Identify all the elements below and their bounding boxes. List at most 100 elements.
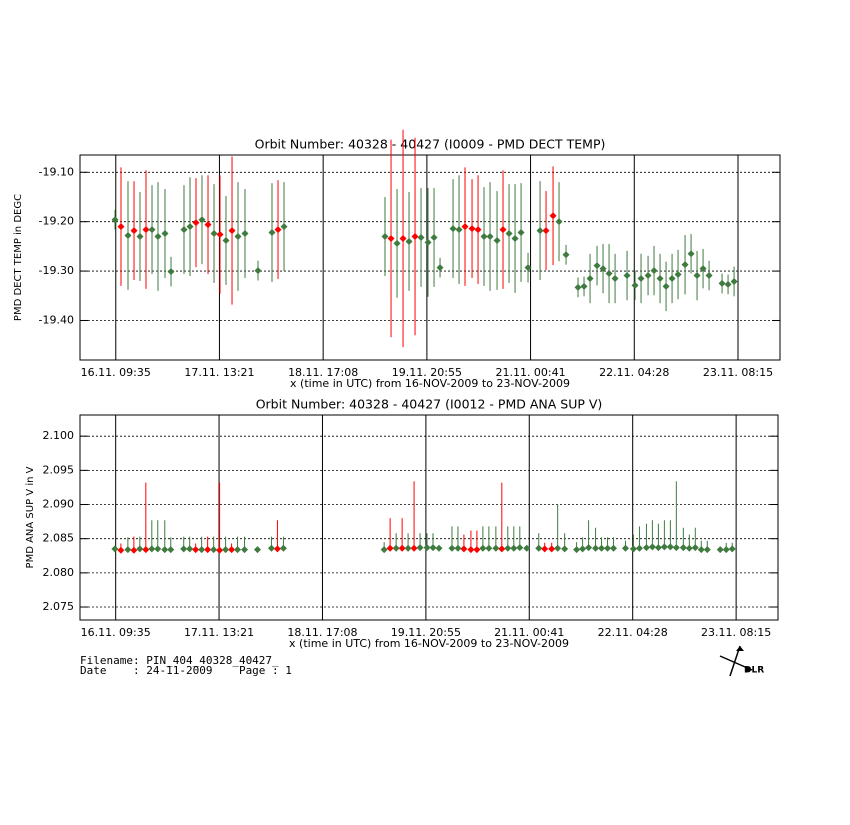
chart-title: Orbit Number: 40328 - 40427 (I0012 - PMD… — [256, 397, 603, 412]
data-point — [668, 274, 676, 282]
data-point — [672, 544, 680, 552]
data-point — [204, 221, 212, 229]
data-point — [430, 233, 438, 241]
data-point — [117, 223, 125, 231]
data-point — [381, 233, 389, 241]
y-tick-label: 2.080 — [43, 566, 75, 579]
data-point — [460, 545, 468, 553]
data-point — [666, 543, 674, 551]
data-point — [210, 546, 218, 554]
data-point — [387, 234, 395, 242]
data-point — [656, 274, 664, 282]
data-point — [192, 219, 200, 227]
data-point — [142, 226, 150, 234]
data-point — [592, 544, 600, 552]
data-point — [561, 545, 569, 553]
x-tick-label: 17.11. 13:21 — [184, 366, 254, 379]
data-point — [136, 233, 144, 241]
data-point — [523, 544, 531, 552]
data-point — [691, 544, 699, 552]
data-point — [154, 545, 162, 553]
data-point — [722, 546, 730, 554]
data-point — [580, 282, 588, 290]
data-point — [504, 544, 512, 552]
data-point — [167, 546, 175, 554]
data-point — [586, 274, 594, 282]
data-point — [111, 545, 119, 553]
data-point — [730, 277, 738, 285]
data-point — [398, 544, 406, 552]
y-tick-label: 2.095 — [43, 463, 75, 476]
data-point — [705, 272, 713, 280]
data-point — [461, 223, 469, 231]
data-point — [161, 230, 169, 238]
data-point — [648, 543, 656, 551]
data-point — [637, 274, 645, 282]
data-point — [148, 545, 156, 553]
data-point — [124, 546, 132, 554]
data-point — [192, 546, 200, 554]
data-point — [728, 545, 736, 553]
data-point — [687, 250, 695, 258]
x-tick-label: 16.11. 09:35 — [81, 366, 151, 379]
plot-frame — [79, 154, 781, 361]
data-point — [579, 545, 587, 553]
data-point — [380, 546, 388, 554]
data-point — [267, 544, 275, 552]
data-point — [411, 233, 419, 241]
data-point — [585, 544, 593, 552]
x-axis-label: x (time in UTC) from 16-NOV-2009 to 23-N… — [290, 377, 570, 390]
data-point — [130, 227, 138, 235]
data-point — [524, 264, 532, 272]
data-point — [216, 546, 224, 554]
data-point — [241, 230, 249, 238]
data-point — [423, 544, 431, 552]
data-point — [274, 226, 282, 234]
data-point — [679, 544, 687, 552]
data-point — [644, 272, 652, 280]
x-tick-label: 18.11. 17:08 — [287, 626, 357, 639]
chart-panel: Orbit Number: 40328 - 40427 (I0012 - PMD… — [25, 397, 779, 650]
data-point — [510, 544, 518, 552]
chart-title: Orbit Number: 40328 - 40427 (I0009 - PMD… — [255, 137, 606, 152]
data-point — [629, 545, 637, 553]
data-point — [399, 234, 407, 242]
data-point — [511, 234, 519, 242]
data-point — [167, 268, 175, 276]
data-point — [254, 267, 262, 275]
data-point — [505, 230, 513, 238]
x-tick-label: 19.11. 20:55 — [392, 366, 462, 379]
data-point — [154, 233, 162, 241]
data-point — [593, 262, 601, 270]
data-point — [542, 227, 550, 235]
data-point — [611, 274, 619, 282]
x-tick-label: 21.11. 00:41 — [495, 366, 565, 379]
data-point — [392, 544, 400, 552]
data-point — [279, 544, 287, 552]
x-tick-label: 23.11. 08:15 — [703, 366, 773, 379]
data-point — [429, 544, 437, 552]
data-point — [124, 232, 132, 240]
x-tick-label: 22.11. 04:28 — [599, 366, 669, 379]
data-point — [574, 283, 582, 291]
data-point — [468, 225, 476, 233]
data-point — [536, 227, 544, 235]
data-point — [699, 265, 707, 273]
data-point — [424, 238, 432, 246]
data-point — [473, 546, 481, 554]
data-point — [280, 223, 288, 231]
data-point — [610, 544, 618, 552]
data-point — [404, 544, 412, 552]
data-point — [180, 226, 188, 234]
data-point — [474, 226, 482, 234]
data-point — [186, 545, 194, 553]
data-point — [598, 544, 606, 552]
x-tick-label: 17.11. 13:21 — [184, 626, 254, 639]
data-point — [228, 227, 236, 235]
data-point — [204, 546, 212, 554]
data-point — [621, 544, 629, 552]
data-point — [448, 544, 456, 552]
data-point — [493, 236, 501, 244]
data-point — [492, 544, 500, 552]
data-point — [555, 218, 563, 226]
